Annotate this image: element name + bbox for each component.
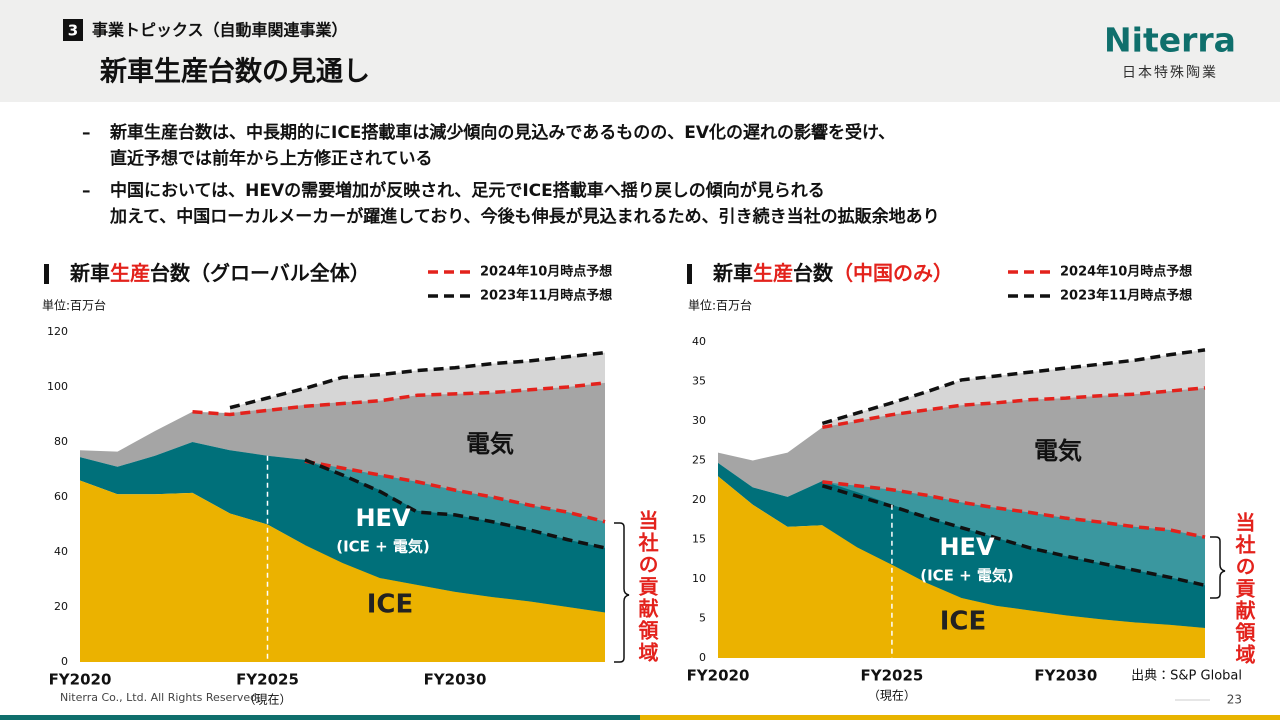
- x-tick-label: FY2025: [236, 671, 299, 689]
- bullet-marker: –: [82, 181, 91, 201]
- y-tick-label: 0: [61, 655, 68, 668]
- bracket: [1210, 536, 1226, 599]
- bullet-text: 新車生産台数は、中長期的にICE搭載車は減少傾向の見込みであるものの、EV化の遅…: [109, 122, 895, 143]
- unit-label: 単位:百万台: [42, 298, 106, 313]
- area-band: [718, 476, 1205, 658]
- chart-title-part: 生産: [110, 261, 150, 285]
- forecast-line: [822, 386, 1206, 430]
- header-band: [0, 0, 1280, 102]
- y-tick-label: 30: [692, 414, 706, 427]
- y-tick-label: 120: [47, 325, 68, 338]
- series-label: HEV: [355, 504, 410, 532]
- series-label: 電気: [1034, 437, 1082, 465]
- y-tick-label: 15: [692, 533, 706, 546]
- series-label: ICE: [367, 590, 414, 620]
- y-tick-label: 5: [699, 612, 706, 625]
- legend-label: 2024年10月時点予想: [1060, 264, 1192, 280]
- y-tick-label: 10: [692, 572, 706, 585]
- slide-title: 新車生産台数の見通し: [99, 56, 370, 88]
- area-band: [80, 442, 605, 613]
- legend-label: 2023年11月時点予想: [480, 288, 612, 304]
- x-tick-label: FY2025: [860, 667, 923, 685]
- forecast-line: [304, 459, 606, 524]
- forecast-line: [304, 458, 606, 550]
- legend-label: 2024年10月時点予想: [480, 264, 612, 280]
- chart-title-part: 生産: [753, 261, 793, 285]
- chart-title-part: （中国のみ）: [833, 261, 953, 285]
- forecast-line: [229, 350, 606, 410]
- title-marker: [44, 264, 49, 284]
- chart-title-part: 新車: [69, 261, 110, 285]
- legend-label: 2023年11月時点予想: [1060, 288, 1192, 304]
- y-tick-label: 20: [54, 600, 68, 613]
- bullet-marker: –: [82, 123, 91, 143]
- x-tick-label: FY2030: [1034, 667, 1097, 685]
- title-marker: [687, 264, 692, 284]
- area-band: [718, 462, 1205, 628]
- logo-sub: 日本特殊陶業: [1122, 65, 1218, 81]
- bullet-text: 中国においては、HEVの需要増加が反映され、足元でICE搭載車へ揺り戻しの傾向が…: [110, 180, 825, 201]
- section-box: [63, 19, 83, 41]
- series-note: (ICE + 電気): [920, 567, 1014, 585]
- contribution-label: 当社の貢献領域: [1232, 512, 1256, 666]
- bracket: [614, 522, 630, 663]
- x-tick-label: FY2030: [424, 671, 487, 689]
- chart-title: 新車生産台数（中国のみ）: [712, 261, 953, 285]
- series-label: HEV: [939, 533, 994, 561]
- contribution-label: 当社の貢献領域: [635, 510, 659, 664]
- x-tick-label: FY2020: [687, 667, 750, 685]
- source: 出典：S&P Global: [1131, 669, 1242, 684]
- page-number: 23: [1227, 693, 1242, 707]
- current-label: （現在）: [243, 693, 291, 707]
- series-note: (ICE + 電気): [336, 538, 430, 556]
- chart-title-part: 台数（グローバル全体）: [150, 261, 370, 285]
- y-tick-label: 100: [47, 380, 68, 393]
- area-band: [80, 480, 605, 662]
- footer-bar: [640, 715, 1280, 720]
- current-label: （現在）: [868, 689, 916, 703]
- copyright: Niterra Co., Ltd. All Rights Reserved.: [60, 691, 261, 704]
- logo: Niterra: [1104, 21, 1236, 60]
- y-tick-label: 40: [54, 545, 68, 558]
- section-number: 3: [68, 22, 78, 40]
- bullets: – 新車生産台数は、中長期的にICE搭載車は減少傾向の見込みであるものの、EV化の…: [82, 122, 940, 227]
- chart-title: 新車生産台数（グローバル全体）: [69, 261, 370, 285]
- y-tick-label: 80: [54, 435, 68, 448]
- forecast-line: [821, 484, 1206, 588]
- unit-label: 単位:百万台: [688, 298, 752, 313]
- y-tick-label: 20: [692, 493, 706, 506]
- series-label: ICE: [940, 607, 987, 637]
- footer-bar: [0, 715, 640, 720]
- forecast-line: [192, 381, 606, 417]
- forecast-line: [822, 480, 1206, 539]
- y-tick-label: 60: [54, 490, 68, 503]
- x-tick-label: FY2020: [49, 671, 112, 689]
- chart-title-part: 新車: [712, 261, 753, 285]
- y-tick-label: 40: [692, 335, 706, 348]
- bullet-text: 直近予想では前年から上方修正されている: [110, 148, 433, 169]
- series-label: 電気: [466, 430, 514, 458]
- forecast-line: [821, 348, 1206, 426]
- bullet-text: 加えて、中国ローカルメーカーが躍進しており、今後も伸長が見込まれるため、引き続き…: [109, 206, 940, 227]
- chart-title-part: 台数: [793, 261, 834, 285]
- y-tick-label: 0: [699, 651, 706, 664]
- y-tick-label: 35: [692, 375, 706, 388]
- y-tick-label: 25: [692, 454, 706, 467]
- breadcrumb: 事業トピックス（自動車関連事業）: [92, 21, 348, 40]
